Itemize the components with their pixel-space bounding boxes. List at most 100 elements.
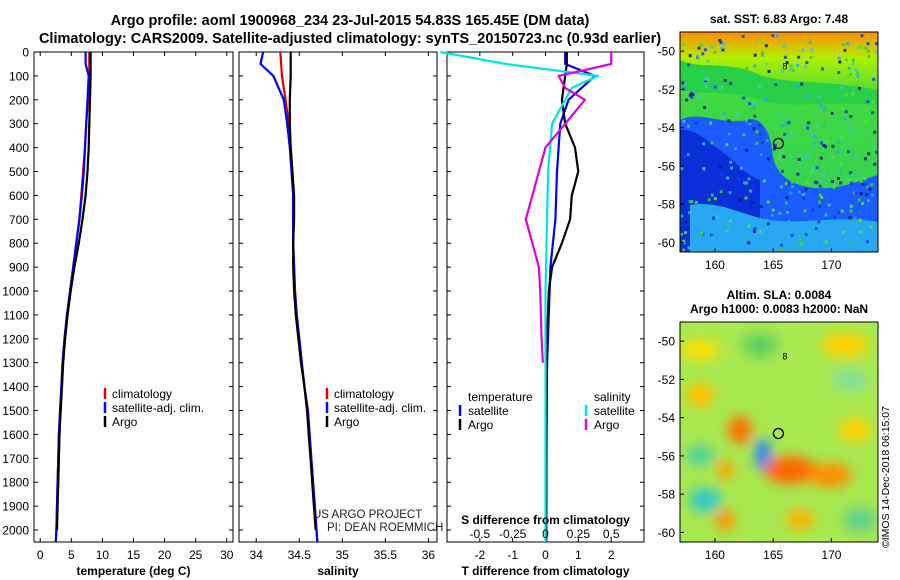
- sst-pixel: [740, 218, 744, 222]
- sst-pixel: [815, 166, 819, 170]
- sst-pixel: [759, 132, 763, 136]
- sst-pixel: [697, 46, 701, 50]
- sst-pixel: [691, 227, 695, 231]
- sst-pixel: [791, 68, 795, 72]
- map-y-tick-label: -54: [658, 121, 676, 135]
- y-tick-label: 700: [9, 213, 29, 227]
- y-tick-label: 1400: [2, 380, 29, 394]
- sst-pixel: [742, 96, 746, 100]
- sst-pixel: [778, 151, 782, 155]
- legend-entry: climatology: [112, 387, 172, 401]
- sst-pixel: [841, 230, 845, 234]
- sst-pixel: [804, 187, 808, 191]
- sst-pixel: [839, 161, 843, 165]
- sst-pixel: [753, 64, 757, 68]
- sst-pixel: [753, 106, 756, 110]
- sst-pixel: [818, 204, 822, 208]
- sst-pixel: [701, 52, 705, 56]
- sst-pixel: [702, 167, 706, 171]
- sst-pixel: [709, 121, 713, 125]
- y-tick-label: 1800: [2, 476, 29, 490]
- sst-pixel: [830, 155, 834, 159]
- sst-pixel: [694, 200, 698, 204]
- sst-pixel: [864, 46, 868, 50]
- profile-location-marker: [772, 427, 785, 440]
- sst-pixel: [728, 219, 732, 223]
- sst-pixel: [786, 210, 790, 214]
- sst-pixel: [849, 204, 853, 208]
- sst-pixel: [805, 180, 809, 184]
- map-x-tick-label: 160: [705, 258, 725, 272]
- sst-pixel: [729, 224, 733, 228]
- sst-pixel: [682, 154, 686, 158]
- sst-pixel: [841, 107, 845, 110]
- sst-pixel: [786, 237, 790, 241]
- sst-pixel: [686, 227, 690, 231]
- y-tick-label: 100: [9, 69, 29, 83]
- y-tick-label: 1000: [2, 285, 29, 299]
- sst-pixel: [785, 61, 789, 65]
- sst-pixel: [798, 238, 802, 242]
- sst-pixel: [867, 152, 871, 156]
- sst-pixel: [721, 191, 725, 195]
- sst-pixel: [781, 169, 785, 173]
- sst-pixel: [813, 180, 817, 184]
- sst-pixel: [795, 84, 799, 87]
- sst-pixel: [807, 121, 811, 125]
- sst-pixel: [695, 121, 699, 125]
- sst-pixel: [682, 241, 686, 245]
- legend-entry: satellite-adj. clim.: [112, 401, 204, 415]
- sst-pixel: [814, 226, 818, 230]
- sst-pixel: [765, 62, 769, 66]
- sst-pixel: [847, 150, 850, 154]
- map-x-tick-label: 165: [763, 548, 783, 562]
- difference-series-1: [545, 52, 580, 543]
- sst-pixel: [703, 48, 707, 52]
- sst-pixel: [824, 145, 827, 149]
- sst-pixel: [690, 95, 694, 99]
- sst-pixel: [810, 81, 814, 85]
- y-tick-label: 400: [9, 141, 29, 155]
- sst-pixel: [747, 224, 751, 228]
- sst-pixel: [744, 181, 748, 185]
- sst-pixel: [716, 243, 720, 247]
- sst-pixel: [780, 69, 784, 73]
- sst-pixel: [753, 227, 757, 231]
- sst-pixel: [800, 82, 804, 86]
- x-tick-label: 1: [575, 548, 582, 562]
- sst-pixel: [844, 93, 848, 97]
- sst-pixel: [747, 241, 751, 245]
- sst-pixel: [822, 144, 826, 147]
- sst-pixel: [771, 34, 775, 38]
- x-tick-label: 10: [96, 548, 110, 562]
- page-title: Argo profile: aoml 1900968_234 23-Jul-20…: [30, 12, 670, 48]
- sst-pixel: [846, 42, 850, 45]
- sst-pixel: [840, 209, 844, 213]
- sst-pixel: [850, 240, 854, 244]
- legend-entry: climatology: [334, 387, 394, 401]
- sst-pixel: [722, 112, 726, 116]
- sst-pixel: [687, 246, 691, 250]
- y-tick-label: 1100: [3, 308, 29, 322]
- sst-pixel: [808, 40, 812, 44]
- x-tick-label: 34.5: [288, 548, 312, 562]
- sst-pixel: [752, 229, 756, 233]
- sst-pixel: [832, 185, 836, 189]
- sst-pixel: [796, 172, 800, 176]
- sst-pixel: [797, 157, 801, 161]
- map-y-tick-label: -60: [658, 236, 676, 250]
- sst-pixel: [811, 208, 815, 212]
- legend-entry: Argo: [334, 415, 360, 429]
- sst-pixel: [848, 178, 851, 182]
- sst-pixel: [859, 192, 863, 196]
- y-tick-label: 900: [9, 261, 29, 275]
- sst-pixel: [859, 230, 863, 234]
- sst-pixel: [696, 57, 700, 61]
- sst-pixel: [866, 100, 870, 104]
- sst-pixel: [734, 147, 738, 151]
- sst-pixel: [785, 122, 789, 126]
- sst-pixel: [833, 215, 836, 219]
- sst-pixel: [866, 42, 870, 46]
- y-tick-label: 600: [9, 189, 29, 203]
- temperature-series-1: [54, 52, 90, 543]
